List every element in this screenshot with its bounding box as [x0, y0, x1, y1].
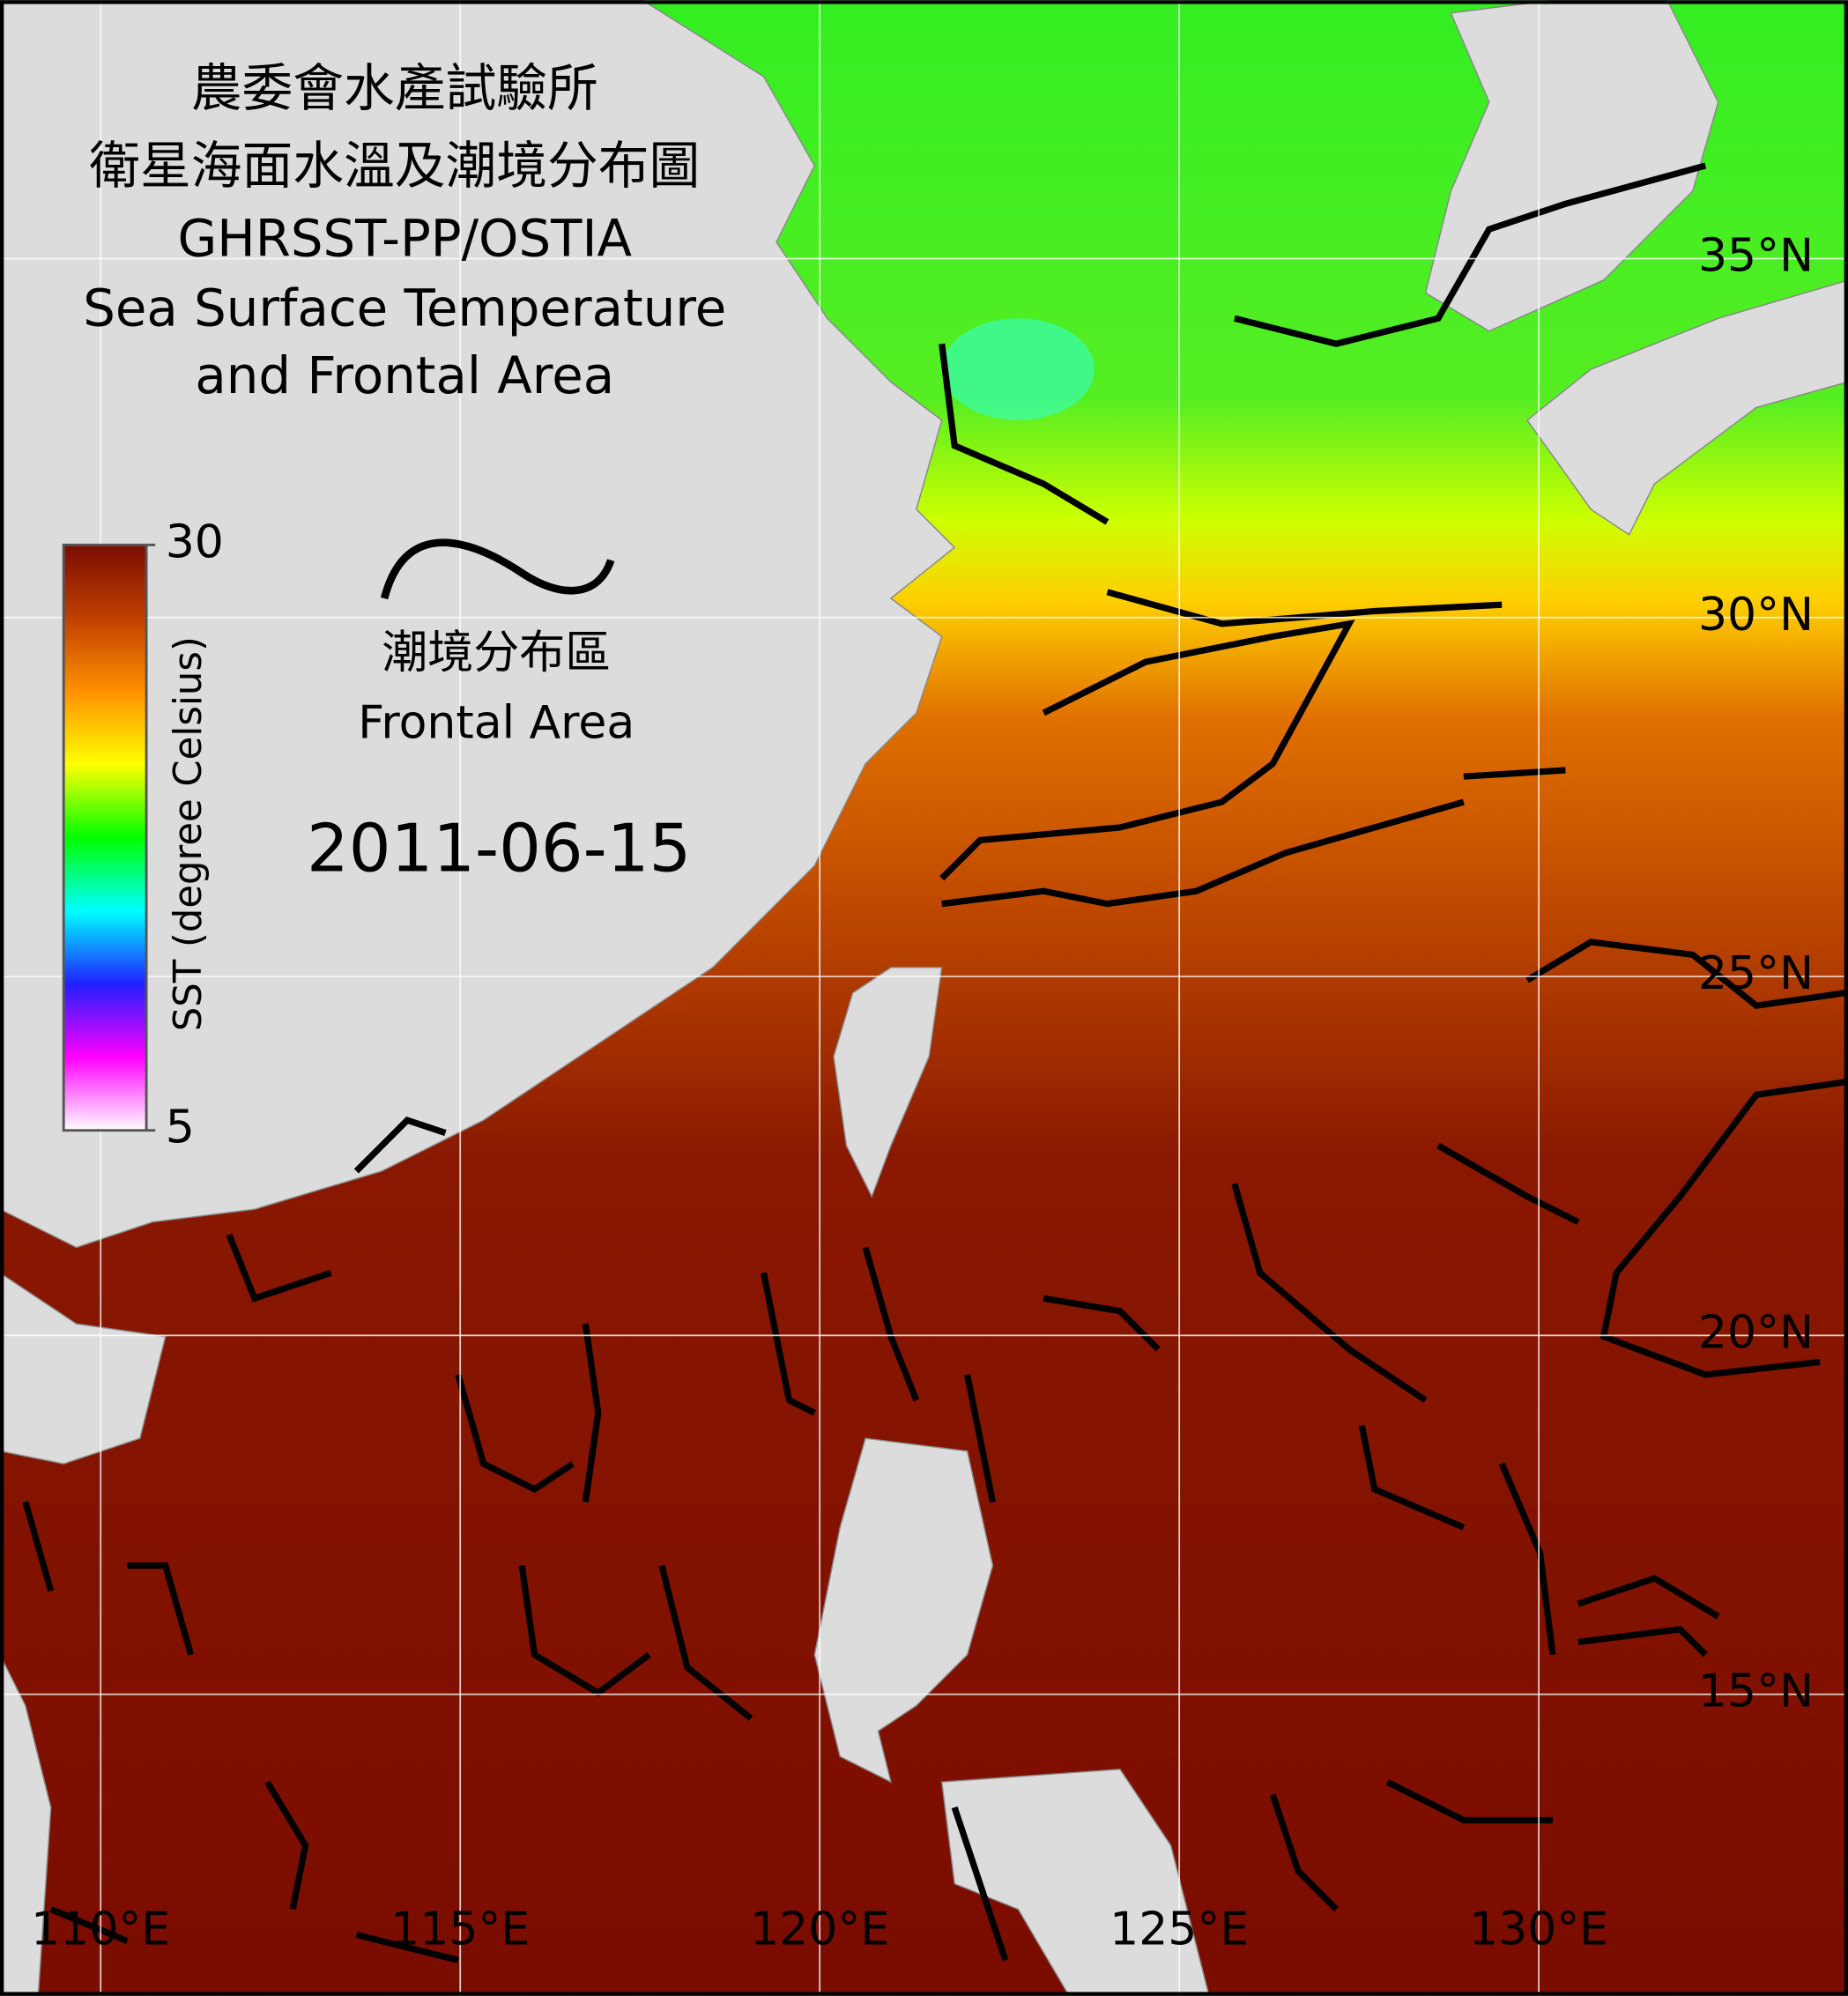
title-line: 衛星海面水溫及潮境分布圖 [89, 136, 700, 196]
date: 2011-06-15 [307, 809, 691, 887]
lat-label: 30°N [1698, 589, 1814, 642]
front-legend-symbol [380, 538, 615, 600]
title-block: 農委會水產試驗所 衛星海面水溫及潮境分布圖 GHRSST-PP/OSTIA Se… [83, 58, 726, 405]
lon-label: 125°E [1110, 1903, 1249, 1956]
lon-label: 115°E [390, 1903, 530, 1956]
title-line: GHRSST-PP/OSTIA [178, 208, 633, 268]
cool-patch [941, 318, 1095, 420]
lat-label: 25°N [1698, 947, 1814, 1000]
title-line: Sea Surface Temperature [83, 278, 726, 338]
colorbar-label: SST (degree Celsius) [167, 636, 211, 1031]
lat-label: 20°N [1698, 1306, 1814, 1359]
lon-label: 120°E [750, 1903, 889, 1956]
colorbar [62, 543, 148, 1132]
lon-label: 130°E [1469, 1903, 1608, 1956]
front-legend-label: Frontal Area [358, 696, 635, 749]
fronts [22, 162, 1846, 1963]
colorbar-tick-label: 30 [166, 516, 224, 568]
colorbar-tick-label: 5 [166, 1102, 195, 1154]
title-line: 農委會水產試驗所 [191, 58, 598, 118]
front-legend-label: 潮境分布區 [382, 627, 611, 679]
lat-label: 35°N [1698, 229, 1814, 282]
lat-label: 15°N [1698, 1666, 1814, 1718]
lon-label: 110°E [31, 1903, 170, 1956]
title-line: and Frontal Area [195, 345, 614, 405]
